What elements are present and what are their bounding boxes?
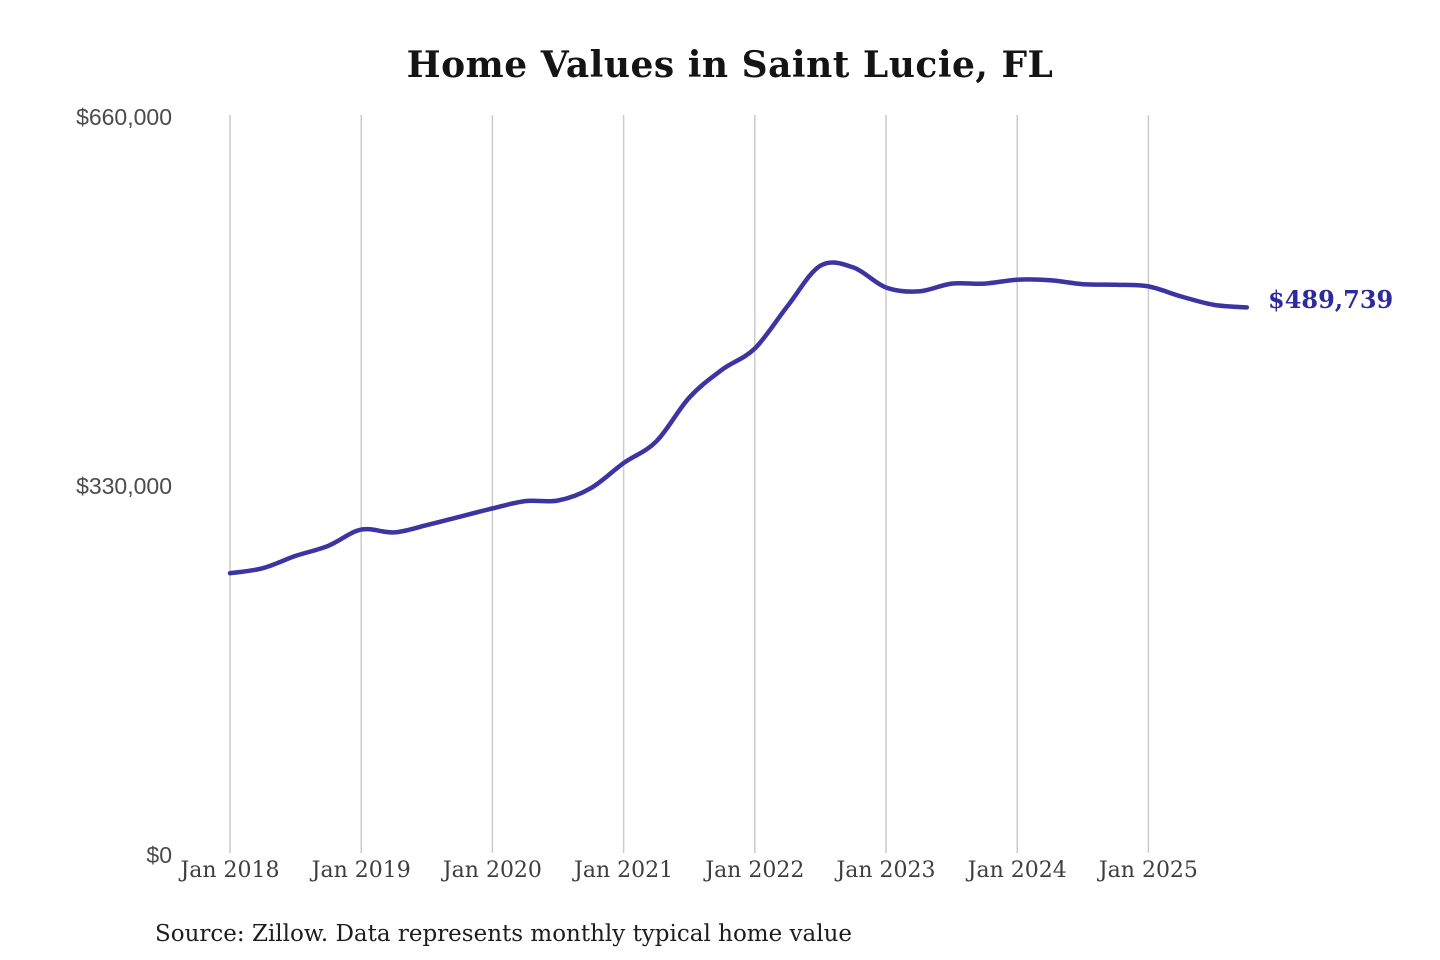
x-axis-tick-jan-2019: Jan 2019: [311, 858, 411, 883]
x-axis-tick-jan-2018: Jan 2018: [180, 858, 280, 883]
latest-value-label: $489,739: [1268, 285, 1394, 315]
y-axis-tick-330000: $330,000: [76, 473, 172, 499]
y-axis-tick-0: $0: [146, 842, 172, 868]
source-note: Source: Zillow. Data represents monthly …: [155, 921, 853, 947]
x-axis-tick-jan-2022: Jan 2022: [705, 858, 805, 883]
x-axis-tick-jan-2025: Jan 2025: [1098, 858, 1198, 883]
x-axis-tick-jan-2024: Jan 2024: [967, 858, 1067, 883]
chart-title: Home Values in Saint Lucie, FL: [406, 44, 1054, 86]
x-axis-tick-jan-2020: Jan 2020: [442, 858, 542, 883]
y-axis-tick-660000: $660,000: [76, 104, 172, 130]
x-axis-tick-jan-2023: Jan 2023: [836, 858, 936, 883]
home-value-line-series: [227, 260, 1250, 576]
x-axis-tick-jan-2021: Jan 2021: [574, 858, 674, 883]
